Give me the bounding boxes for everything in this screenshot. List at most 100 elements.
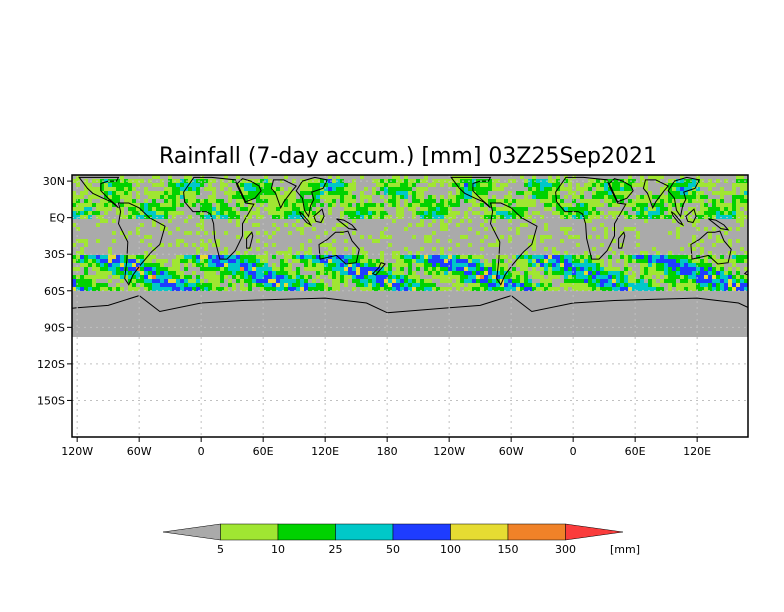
- arabia-outline: [236, 178, 262, 203]
- rainfall-cell: [172, 199, 176, 203]
- africa-outline: [183, 176, 255, 260]
- rainfall-cell: [384, 283, 388, 287]
- rainfall-cell: [696, 195, 700, 199]
- rainfall-cell: [688, 195, 692, 199]
- rainfall-cell: [320, 283, 324, 287]
- rainfall-cell: [592, 227, 596, 231]
- rainfall-cell: [344, 207, 348, 211]
- rainfall-cell: [136, 227, 140, 231]
- rainfall-cell: [660, 207, 664, 211]
- rainfall-cell: [588, 211, 592, 215]
- rainfall-cell: [284, 275, 288, 279]
- rainfall-cell: [352, 195, 356, 199]
- rainfall-cell: [288, 279, 292, 283]
- rainfall-cell: [668, 199, 672, 203]
- legend-bin: [507, 523, 566, 541]
- rainfall-cell: [720, 187, 724, 191]
- rainfall-cell: [556, 211, 560, 215]
- rainfall-cell: [560, 207, 564, 211]
- rainfall-cell: [456, 243, 460, 247]
- rainfall-cell: [192, 199, 196, 203]
- rainfall-cell: [128, 259, 132, 263]
- rainfall-cell: [288, 255, 292, 259]
- rainfall-cell: [740, 219, 744, 223]
- rainfall-cell: [604, 187, 608, 191]
- rainfall-cell: [452, 215, 456, 219]
- rainfall-cell: [636, 183, 640, 187]
- rainfall-cell: [116, 211, 120, 215]
- rainfall-cell: [588, 287, 592, 291]
- rainfall-cell: [444, 271, 448, 275]
- rainfall-cell: [688, 243, 692, 247]
- rainfall-cell: [652, 175, 656, 179]
- rainfall-cell: [268, 275, 272, 279]
- rainfall-cell: [708, 207, 712, 211]
- rainfall-cell: [412, 287, 416, 291]
- rainfall-cell: [180, 239, 184, 243]
- rainfall-cell: [712, 203, 716, 207]
- rainfall-cell: [676, 207, 680, 211]
- rainfall-cell: [632, 179, 636, 183]
- rainfall-cell: [484, 235, 488, 239]
- rainfall-cell: [560, 227, 564, 231]
- rainfall-cell: [404, 263, 408, 267]
- rainfall-cell: [208, 283, 212, 287]
- rainfall-cell: [352, 231, 356, 235]
- rainfall-cell: [380, 183, 384, 187]
- rainfall-cell: [576, 271, 580, 275]
- rainfall-cell: [120, 175, 124, 179]
- rainfall-cell: [272, 211, 276, 215]
- rainfall-cell: [264, 207, 268, 211]
- rainfall-cell: [684, 287, 688, 291]
- rainfall-cell: [248, 247, 252, 251]
- rainfall-cell: [412, 283, 416, 287]
- rainfall-cell: [428, 255, 432, 259]
- rainfall-cell: [604, 183, 608, 187]
- rainfall-cell: [264, 187, 268, 191]
- rainfall-cell: [172, 259, 176, 263]
- rainfall-cell: [428, 195, 432, 199]
- rainfall-cell: [220, 279, 224, 283]
- rainfall-cell: [576, 195, 580, 199]
- rainfall-cell: [304, 251, 308, 255]
- rainfall-cell: [640, 267, 644, 271]
- rainfall-cell: [312, 183, 316, 187]
- rainfall-cell: [736, 275, 740, 279]
- rainfall-cell: [204, 287, 208, 291]
- rainfall-cell: [600, 191, 604, 195]
- rainfall-cell: [228, 283, 232, 287]
- rainfall-cell: [536, 275, 540, 279]
- rainfall-cell: [96, 203, 100, 207]
- rainfall-cell: [568, 183, 572, 187]
- rainfall-cell: [320, 243, 324, 247]
- rainfall-cell: [116, 275, 120, 279]
- rainfall-cell: [704, 211, 708, 215]
- rainfall-cell: [100, 287, 104, 291]
- rainfall-cell: [500, 211, 504, 215]
- borneo-outline: [313, 208, 325, 224]
- rainfall-cell: [656, 275, 660, 279]
- rainfall-cell: [448, 191, 452, 195]
- rainfall-cell: [468, 271, 472, 275]
- rainfall-cell: [144, 267, 148, 271]
- rainfall-cell: [308, 179, 312, 183]
- rainfall-cell: [676, 187, 680, 191]
- rainfall-cell: [212, 267, 216, 271]
- rainfall-cell: [520, 223, 524, 227]
- rainfall-cell: [556, 183, 560, 187]
- rainfall-cell: [456, 199, 460, 203]
- rainfall-cell: [472, 283, 476, 287]
- rainfall-cell: [408, 251, 412, 255]
- rainfall-cell: [736, 271, 740, 275]
- rainfall-cell: [236, 267, 240, 271]
- rainfall-cell: [340, 195, 344, 199]
- rainfall-cell: [296, 259, 300, 263]
- rainfall-cell: [276, 279, 280, 283]
- rainfall-cell: [144, 279, 148, 283]
- rainfall-cell: [688, 279, 692, 283]
- rainfall-cell: [728, 227, 732, 231]
- rainfall-cell: [88, 279, 92, 283]
- rainfall-cell: [524, 195, 528, 199]
- rainfall-cell: [84, 255, 88, 259]
- rainfall-cell: [84, 183, 88, 187]
